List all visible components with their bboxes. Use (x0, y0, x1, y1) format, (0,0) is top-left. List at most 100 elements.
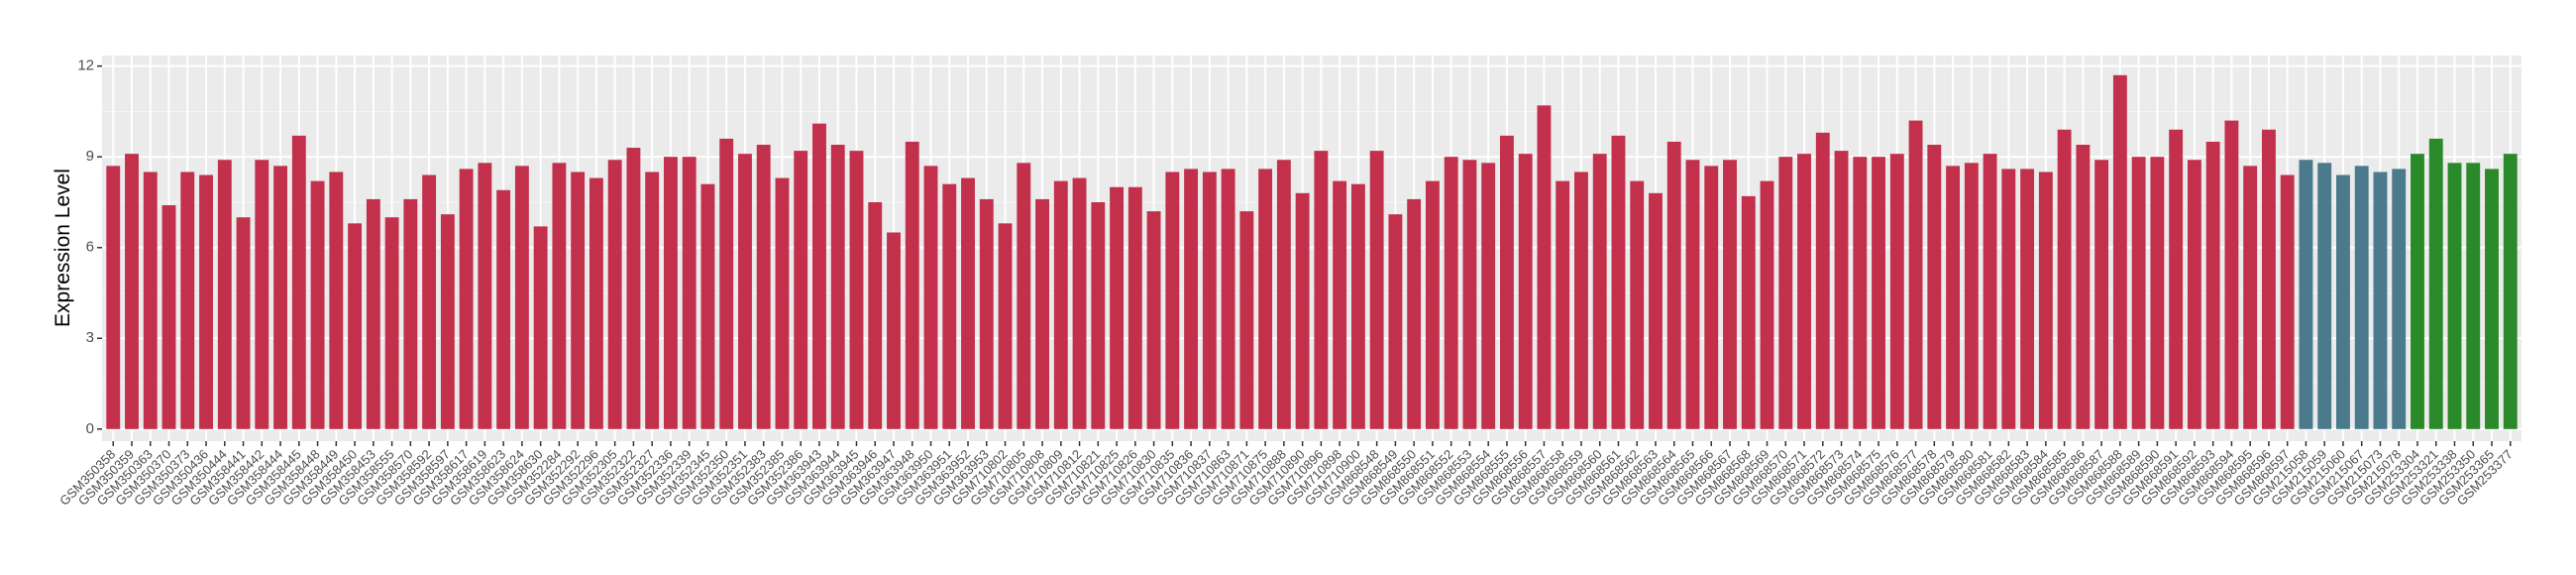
bar (812, 123, 826, 429)
bar (961, 177, 975, 429)
bar (1053, 180, 1068, 429)
bar (738, 154, 752, 429)
bar (1110, 186, 1125, 429)
bar (440, 214, 455, 429)
bar (1834, 151, 1849, 429)
bar (998, 223, 1013, 429)
bar (1666, 141, 1681, 429)
bar (273, 166, 287, 429)
bar (2336, 174, 2350, 429)
bar (2261, 129, 2276, 429)
bar (2150, 157, 2165, 429)
bar (2299, 160, 2313, 429)
bar (756, 145, 771, 429)
bar (2280, 174, 2295, 429)
bar (310, 180, 325, 429)
bar (2020, 169, 2035, 429)
bar (1815, 132, 1830, 429)
bar (1964, 163, 1979, 429)
bar (682, 157, 697, 429)
bar (1649, 192, 1663, 429)
bar (1091, 201, 1106, 429)
bar (478, 163, 492, 429)
bar (1611, 135, 1626, 429)
bar (1872, 157, 1885, 429)
bar (1239, 211, 1254, 429)
bar (2317, 163, 2332, 429)
bar (2094, 160, 2109, 429)
axes: 036912GSM350358GSM350359GSM350363GSM3503… (56, 58, 2516, 509)
bar (1350, 183, 1365, 429)
bar (1146, 211, 1161, 429)
bar (1537, 105, 1552, 429)
bar (663, 157, 678, 429)
bar (1127, 186, 1142, 429)
bar (1369, 151, 1384, 429)
bar (2224, 120, 2239, 429)
bar (607, 160, 622, 429)
bar (775, 177, 790, 429)
bar (2076, 145, 2091, 429)
bar (384, 217, 399, 429)
bar (514, 166, 529, 429)
bar (2373, 172, 2388, 429)
bar (459, 169, 474, 429)
bar (1035, 198, 1049, 429)
y-tick-label: 9 (86, 148, 94, 165)
bar (1685, 160, 1700, 429)
bar (1444, 157, 1458, 429)
bar (1388, 214, 1403, 429)
bar (1314, 151, 1329, 429)
bar (255, 160, 269, 429)
bar (979, 198, 994, 429)
bar (589, 177, 603, 429)
bar (849, 151, 864, 429)
bar (2205, 141, 2220, 429)
bar (1778, 157, 1793, 429)
bar (2466, 163, 2481, 429)
bar (2131, 157, 2146, 429)
bar (645, 172, 660, 429)
bar (1704, 166, 1719, 429)
bar (217, 160, 232, 429)
bar (533, 226, 548, 429)
bar (1946, 166, 1961, 429)
bar (2038, 172, 2053, 429)
bar (1592, 154, 1607, 429)
bar (905, 141, 919, 429)
bar (868, 201, 883, 429)
bar (1407, 198, 1422, 429)
bar (1333, 180, 1347, 429)
y-tick-label: 3 (86, 329, 94, 346)
bar (1983, 154, 1997, 429)
bar (1481, 163, 1496, 429)
bar (1556, 180, 1570, 429)
bar (1853, 157, 1868, 429)
y-tick-label: 12 (77, 58, 94, 74)
bar (1202, 172, 1217, 429)
bar (2392, 169, 2407, 429)
bar (1630, 180, 1645, 429)
bar (2169, 129, 2184, 429)
bar (1165, 172, 1180, 429)
bar (626, 148, 641, 429)
bar (1184, 169, 1199, 429)
bar (700, 183, 715, 429)
bar (2243, 166, 2258, 429)
bar (348, 223, 363, 429)
bar (422, 174, 437, 429)
bars (106, 74, 2518, 429)
y-axis-label: Expression Level (52, 169, 74, 327)
bar (161, 205, 176, 429)
bar (1295, 192, 1310, 429)
bar (2485, 169, 2499, 429)
bar (1518, 154, 1533, 429)
bar (2057, 129, 2072, 429)
bar (1276, 160, 1291, 429)
bar (830, 145, 845, 429)
bar (2112, 74, 2127, 429)
bar (143, 172, 158, 429)
bar (794, 151, 808, 429)
y-tick-label: 6 (86, 239, 94, 256)
